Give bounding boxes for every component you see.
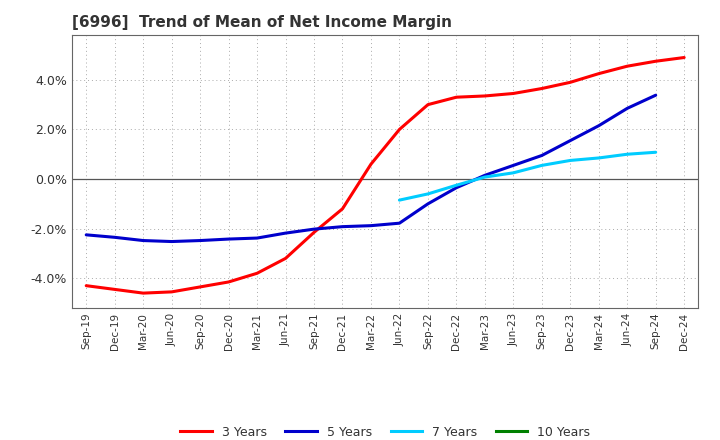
Text: [6996]  Trend of Mean of Net Income Margin: [6996] Trend of Mean of Net Income Margi… xyxy=(72,15,452,30)
Legend: 3 Years, 5 Years, 7 Years, 10 Years: 3 Years, 5 Years, 7 Years, 10 Years xyxy=(176,421,595,440)
